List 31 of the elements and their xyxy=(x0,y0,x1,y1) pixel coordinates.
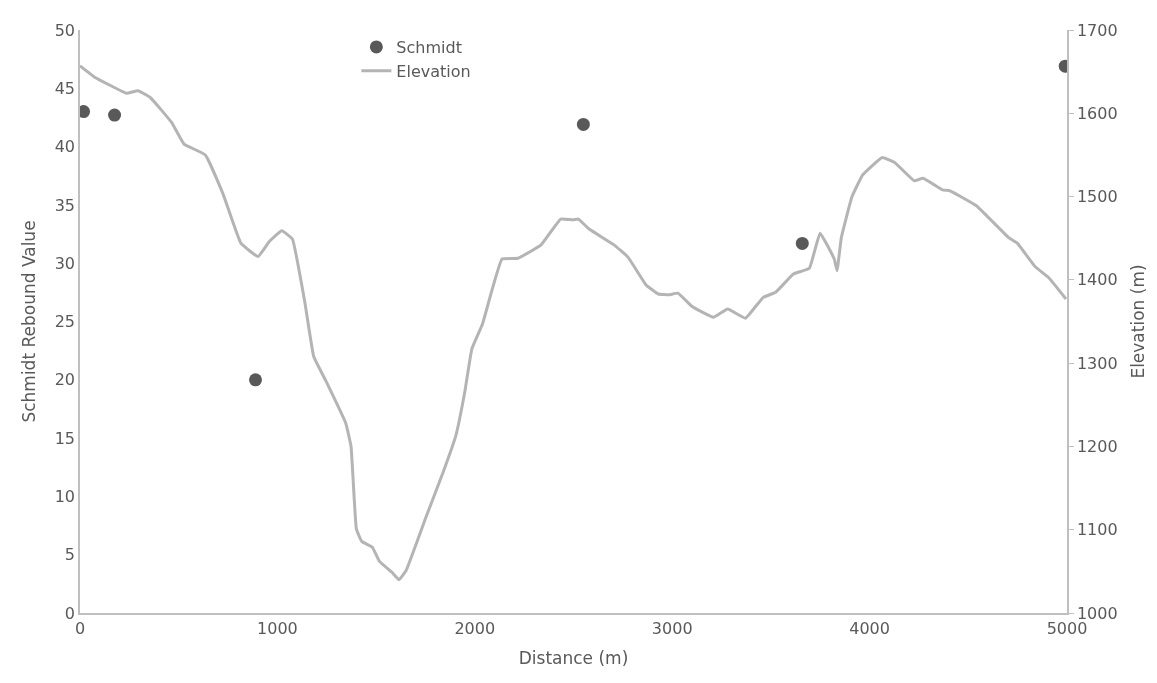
y2-tick-label: 1100 xyxy=(1076,520,1118,540)
legend-label: Elevation xyxy=(396,61,471,81)
x-axis-title: Distance (m) xyxy=(518,647,629,668)
y2-tick-label: 1500 xyxy=(1076,187,1118,207)
x-tick-label: 1000 xyxy=(257,618,298,638)
y2-tick-label: 1400 xyxy=(1076,270,1118,290)
y-tick-label: 25 xyxy=(54,312,76,332)
y-tick-label: 10 xyxy=(54,487,76,506)
point xyxy=(795,236,809,250)
y-tick-label: 30 xyxy=(54,253,76,273)
point xyxy=(249,373,262,387)
y2-tick-label: 1300 xyxy=(1076,353,1118,373)
y-tick-label: 15 xyxy=(54,428,76,448)
y-tick-label: 0 xyxy=(64,603,76,623)
y2-tick-label: 1700 xyxy=(1076,20,1118,40)
y2-tick-label: 1200 xyxy=(1076,437,1118,457)
x-tick-label: 3000 xyxy=(651,618,693,638)
y-tick-label: 45 xyxy=(54,78,76,98)
y-tick-label: 40 xyxy=(54,137,76,157)
y-tick-label: 20 xyxy=(54,370,76,390)
point xyxy=(108,108,122,122)
legend-label: Schmidt xyxy=(396,38,462,58)
point xyxy=(576,117,590,131)
y2-axis-title: Elevation (m) xyxy=(1127,264,1148,379)
y-axis-title: Schmidt Rebound Value xyxy=(18,220,39,423)
y-tick-label: 5 xyxy=(64,545,76,565)
y2-tick-label: 1600 xyxy=(1076,103,1118,123)
y-tick-label: 35 xyxy=(54,195,76,215)
y-tick-label: 50 xyxy=(54,20,76,40)
x-tick-label: 2000 xyxy=(454,618,496,638)
x-tick-label: 4000 xyxy=(849,618,890,638)
